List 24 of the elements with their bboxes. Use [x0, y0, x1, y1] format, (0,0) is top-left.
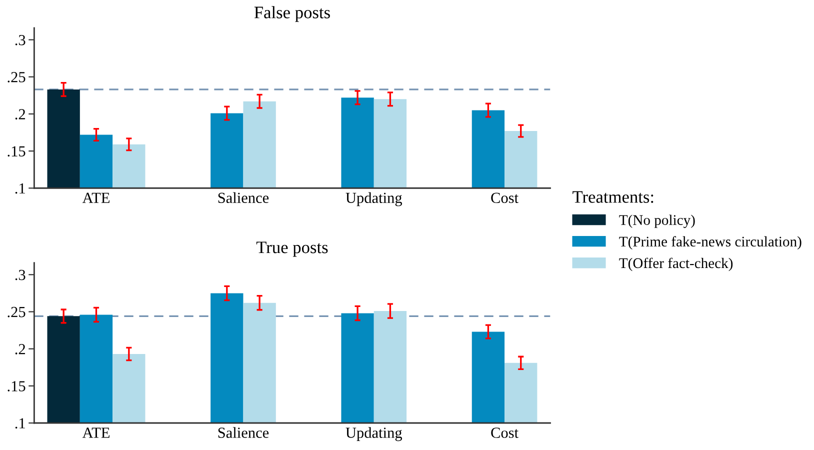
y-tick-label: .15: [8, 146, 26, 157]
x-tick-label: Updating: [346, 427, 402, 442]
y-tick-label: .2: [15, 109, 26, 120]
y-tick-label: .3: [15, 34, 26, 46]
legend-label: T(Offer fact-check): [619, 258, 733, 272]
legend-title: Treatments:: [572, 191, 654, 203]
y-tick-label: .3: [15, 270, 26, 280]
y-tick-label: .2: [15, 344, 26, 354]
x-tick-label: ATE: [82, 192, 110, 203]
chart-title: False posts: [254, 6, 330, 22]
x-tick-label: Salience: [218, 427, 269, 438]
y-tick-label: .25: [8, 72, 26, 82]
y-tick-label: .1: [15, 418, 25, 429]
y-tick-label: .15: [8, 381, 26, 392]
x-tick-label: Updating: [346, 192, 402, 206]
x-tick-label: Cost: [491, 192, 518, 204]
legend-label: T(Prime fake-news circulation): [619, 236, 802, 250]
chart-title: True posts: [256, 242, 328, 257]
y-tick-label: .1: [15, 183, 25, 194]
x-tick-label: Salience: [218, 192, 269, 204]
legend-label: T(No policy): [619, 214, 695, 228]
x-tick-label: ATE: [82, 428, 110, 438]
y-tick-label: .25: [8, 306, 26, 318]
x-tick-label: Cost: [491, 428, 518, 438]
